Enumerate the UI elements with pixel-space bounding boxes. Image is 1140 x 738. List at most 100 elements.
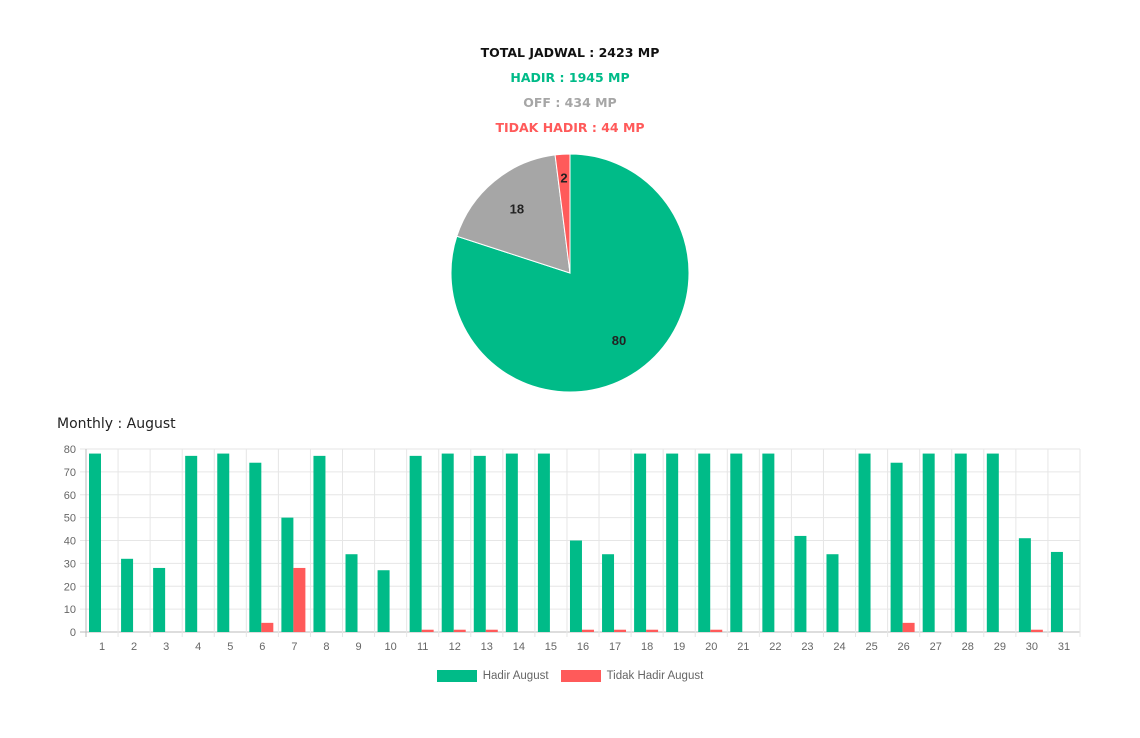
x-tick-label: 3 <box>163 641 169 653</box>
bar-hadir[interactable] <box>858 453 871 632</box>
x-tick-label: 26 <box>898 641 910 653</box>
bar-hadir[interactable] <box>121 558 134 632</box>
bar-tidak-hadir[interactable] <box>293 567 306 632</box>
tidak-hadir-label: TIDAK HADIR : 44 MP <box>495 120 645 135</box>
x-tick-label: 19 <box>673 641 685 653</box>
legend-item-hadir[interactable]: Hadir August <box>436 670 549 682</box>
bar-hadir[interactable] <box>537 453 550 632</box>
bar-hadir[interactable] <box>986 453 999 632</box>
bar-hadir[interactable] <box>441 453 454 632</box>
y-tick-label: 20 <box>64 581 76 593</box>
y-tick-label: 70 <box>64 467 76 479</box>
x-tick-label: 20 <box>705 641 717 653</box>
x-tick-label: 23 <box>801 641 813 653</box>
x-tick-label: 13 <box>481 641 493 653</box>
bar-hadir[interactable] <box>377 570 390 632</box>
chart-legend: Hadir August Tidak Hadir August <box>0 670 1140 682</box>
x-tick-label: 11 <box>417 641 428 653</box>
x-tick-label: 15 <box>545 641 557 653</box>
x-tick-label: 21 <box>737 641 749 653</box>
bar-hadir[interactable] <box>634 453 647 632</box>
y-tick-label: 0 <box>70 627 76 639</box>
bar-hadir[interactable] <box>602 554 615 632</box>
x-tick-label: 7 <box>291 641 297 653</box>
bar-tidak-hadir[interactable] <box>485 629 498 632</box>
monthly-chart-title: Monthly : August <box>57 416 176 432</box>
bar-tidak-hadir[interactable] <box>646 629 659 632</box>
bar-hadir[interactable] <box>1050 551 1063 632</box>
bar-hadir[interactable] <box>698 453 711 632</box>
x-tick-label: 29 <box>994 641 1006 653</box>
bar-hadir[interactable] <box>890 462 903 632</box>
y-tick-label: 60 <box>64 490 76 502</box>
bar-hadir[interactable] <box>1018 538 1031 632</box>
x-tick-label: 4 <box>195 641 201 653</box>
x-tick-label: 22 <box>769 641 781 653</box>
bar-hadir[interactable] <box>954 453 967 632</box>
bar-hadir[interactable] <box>89 453 101 632</box>
x-tick-label: 16 <box>577 641 589 653</box>
bar-hadir[interactable] <box>217 453 230 632</box>
x-tick-label: 9 <box>355 641 361 653</box>
x-tick-label: 8 <box>323 641 329 653</box>
pie-label-tidak-hadir: 2 <box>560 171 567 186</box>
legend-swatch-tidak-hadir <box>560 670 601 682</box>
x-tick-label: 24 <box>833 641 845 653</box>
x-tick-label: 28 <box>962 641 974 653</box>
attendance-pie-chart: 80 18 2 <box>450 153 690 393</box>
x-tick-label: 30 <box>1026 641 1038 653</box>
x-tick-label: 2 <box>131 641 137 653</box>
bar-hadir[interactable] <box>794 535 807 632</box>
pie-slice-off[interactable] <box>456 154 571 274</box>
bar-hadir[interactable] <box>249 462 262 632</box>
x-tick-label: 10 <box>384 641 396 653</box>
y-tick-label: 80 <box>64 444 76 456</box>
y-tick-label: 30 <box>64 558 76 570</box>
bar-hadir[interactable] <box>281 517 294 632</box>
bar-hadir[interactable] <box>505 453 518 632</box>
bar-tidak-hadir[interactable] <box>902 622 915 632</box>
x-tick-label: 27 <box>930 641 942 653</box>
bar-tidak-hadir[interactable] <box>710 629 723 632</box>
y-tick-label: 40 <box>64 536 76 548</box>
x-tick-label: 14 <box>513 641 525 653</box>
x-tick-label: 25 <box>865 641 877 653</box>
x-tick-label: 17 <box>609 641 621 653</box>
bar-hadir[interactable] <box>762 453 775 632</box>
bar-hadir[interactable] <box>473 455 486 632</box>
pie-slice-tidak-hadir[interactable] <box>554 153 571 274</box>
bar-hadir[interactable] <box>826 554 839 632</box>
legend-item-tidak-hadir[interactable]: Tidak Hadir August <box>560 670 703 682</box>
bar-tidak-hadir[interactable] <box>421 629 434 632</box>
off-label: OFF : 434 MP <box>523 95 617 110</box>
bar-hadir[interactable] <box>345 554 358 632</box>
y-tick-label: 50 <box>64 513 76 525</box>
y-tick-label: 10 <box>64 604 76 616</box>
pie-slice-hadir[interactable] <box>450 153 690 393</box>
bar-hadir[interactable] <box>730 453 743 632</box>
pie-label-off: 18 <box>510 201 524 216</box>
x-tick-label: 31 <box>1058 641 1070 653</box>
bar-hadir[interactable] <box>185 455 198 632</box>
hadir-label: HADIR : 1945 MP <box>510 70 630 85</box>
bar-hadir[interactable] <box>153 567 166 632</box>
bar-tidak-hadir[interactable] <box>614 629 627 632</box>
x-tick-label: 6 <box>259 641 265 653</box>
bar-hadir[interactable] <box>922 453 935 632</box>
x-tick-label: 12 <box>449 641 461 653</box>
bar-hadir[interactable] <box>313 455 326 632</box>
bar-hadir[interactable] <box>569 540 582 633</box>
bar-tidak-hadir[interactable] <box>1030 629 1043 632</box>
legend-label-hadir: Hadir August <box>482 670 549 682</box>
bar-hadir[interactable] <box>666 453 679 632</box>
bar-tidak-hadir[interactable] <box>453 629 466 632</box>
x-tick-label: 5 <box>227 641 233 653</box>
bar-tidak-hadir[interactable] <box>581 629 594 632</box>
pie-label-hadir: 80 <box>612 333 626 348</box>
bar-hadir[interactable] <box>409 455 422 632</box>
total-jadwal-label: TOTAL JADWAL : 2423 MP <box>480 45 660 60</box>
bar-tidak-hadir[interactable] <box>261 622 274 632</box>
x-tick-label: 18 <box>641 641 653 653</box>
x-tick-label: 1 <box>99 641 105 653</box>
